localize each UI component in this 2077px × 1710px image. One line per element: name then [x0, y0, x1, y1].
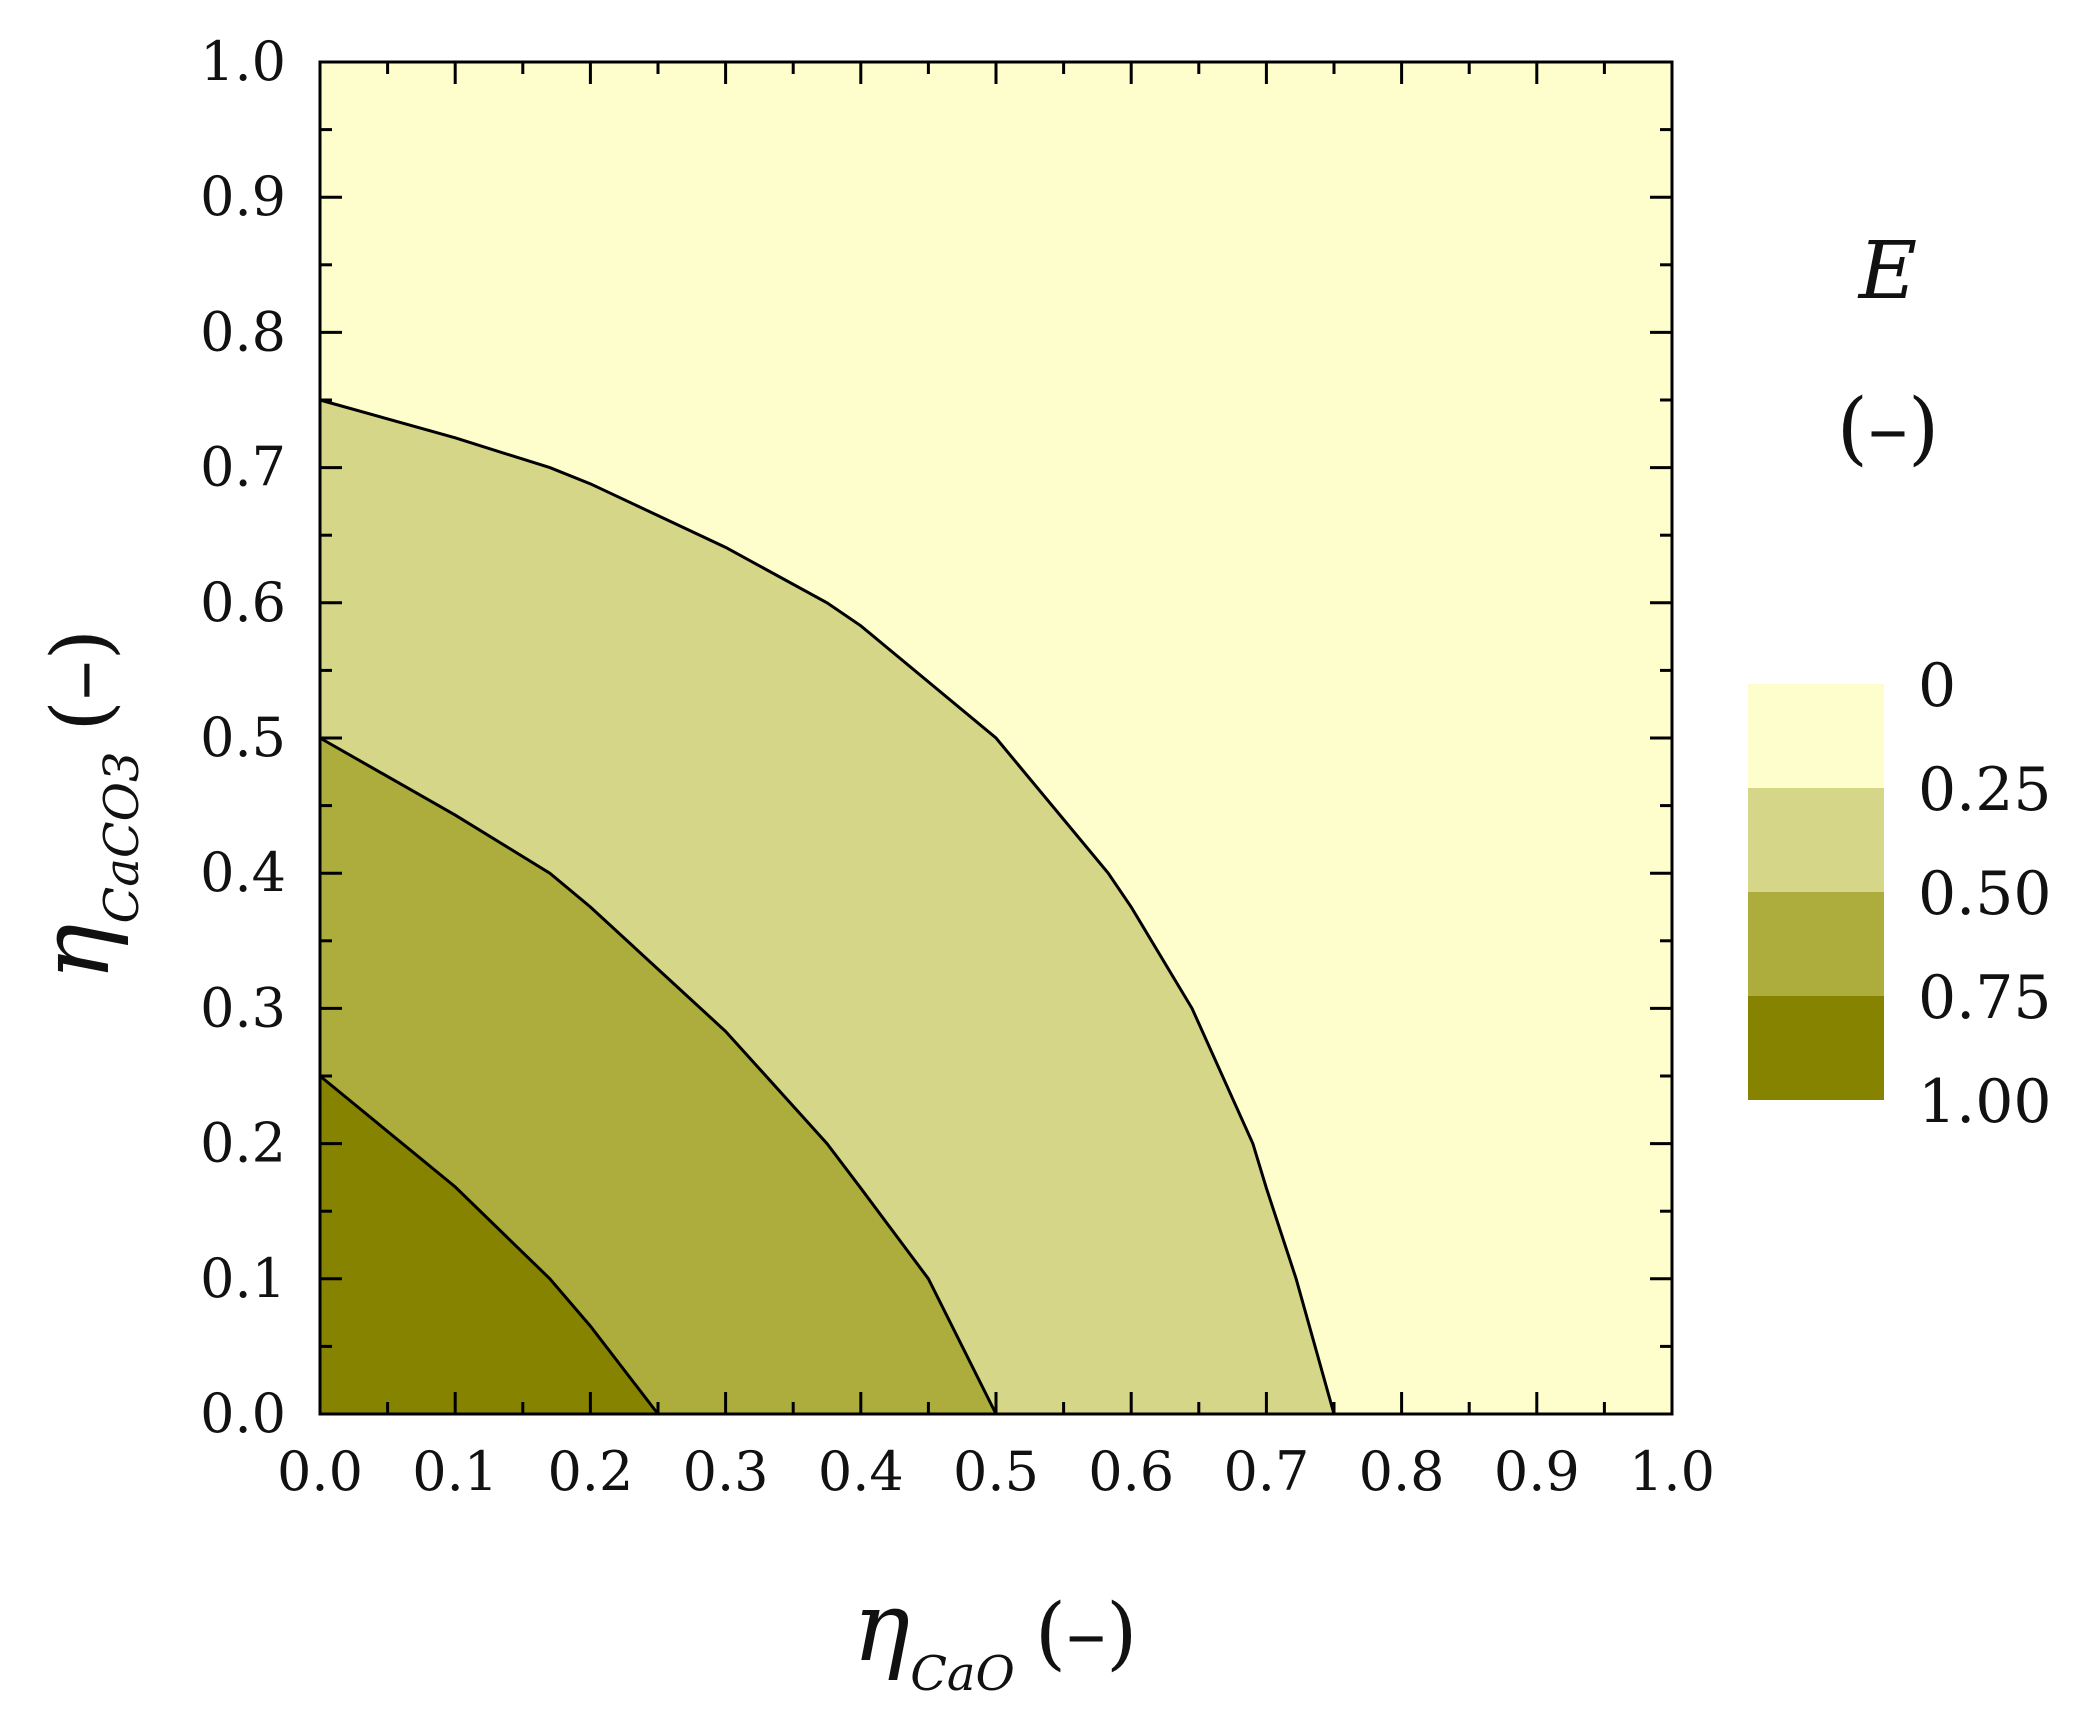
y-tick-label: 0.1	[200, 1247, 286, 1310]
y-tick-label: 0.9	[200, 165, 286, 228]
y-tick-label: 0.3	[200, 976, 286, 1039]
y-tick-label: 0.4	[200, 841, 286, 904]
x-tick-label: 0.0	[277, 1440, 363, 1503]
colorbar-tick-label: 0	[1918, 651, 1956, 721]
colorbar-tick-label: 0.50	[1918, 859, 2052, 929]
y-axis-title: ηCaCO3(–)	[19, 629, 150, 981]
x-tick-label: 0.2	[547, 1440, 633, 1503]
colorbar-swatch-0.75-1	[1748, 996, 1884, 1100]
y-tick-label: 0.5	[200, 706, 286, 769]
x-tick-label: 0.6	[1088, 1440, 1174, 1503]
colorbar: 0 0.25 0.50 0.75 1.00	[1748, 651, 2052, 1137]
y-tick-label: 0.6	[200, 571, 286, 634]
colorbar-swatch-0-0.25	[1748, 684, 1884, 788]
y-tick-label: 0.0	[200, 1382, 286, 1445]
x-tick-label: 0.9	[1494, 1440, 1580, 1503]
colorbar-tick-label: 0.25	[1918, 755, 2052, 825]
contour-lines	[319, 398, 1336, 1415]
colorbar-swatch-0.5-0.75	[1748, 892, 1884, 996]
contour-fills	[320, 62, 1672, 1414]
x-axis-ticks: 0.0 0.1 0.2 0.3 0.4 0.5 0.6 0.7 0.8 0.9 1.0	[277, 62, 1715, 1503]
x-tick-label: 0.8	[1359, 1440, 1445, 1503]
contour-line-0.75	[319, 1074, 660, 1415]
x-tick-label: 0.7	[1223, 1440, 1309, 1503]
y-tick-label: 0.7	[200, 436, 286, 499]
x-tick-label: 0.4	[818, 1440, 904, 1503]
y-tick-label: 0.8	[200, 300, 286, 363]
x-axis-title: ηCaO (–)	[853, 1571, 1138, 1702]
contour-region-0.75-1	[320, 1076, 658, 1414]
colorbar-unit: (–)	[1837, 381, 1939, 474]
y-axis-ticks: 0.0 0.1 0.2 0.3 0.4 0.5 0.6 0.7 0.8 0.9 1.0	[200, 30, 1672, 1445]
x-tick-label: 1.0	[1629, 1440, 1715, 1503]
y-tick-label: 0.2	[200, 1112, 286, 1175]
x-tick-label: 0.5	[953, 1440, 1039, 1503]
y-tick-label: 1.0	[200, 30, 286, 93]
x-tick-label: 0.3	[683, 1440, 769, 1503]
contour-line-0.25	[319, 398, 1336, 1415]
colorbar-tick-label: 1.00	[1918, 1067, 2052, 1137]
colorbar-title: E	[1857, 224, 1917, 317]
colorbar-tick-label: 0.75	[1918, 963, 2052, 1033]
x-tick-label: 0.1	[412, 1440, 498, 1503]
colorbar-swatch-0.25-0.5	[1748, 788, 1884, 892]
contour-line-0.5	[319, 736, 998, 1415]
